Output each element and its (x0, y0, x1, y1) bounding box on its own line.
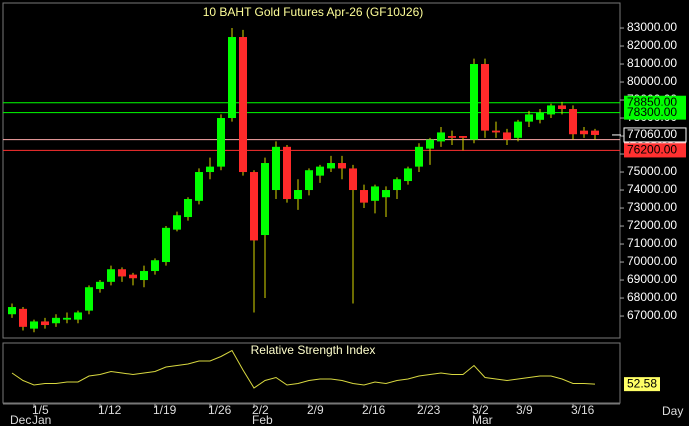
y-tick-label: 82000.00 (627, 38, 677, 52)
candle-body (393, 179, 401, 191)
x-tick-label: 2/9 (307, 403, 324, 417)
candle-body (41, 321, 49, 326)
level-label: 78300.00 (627, 105, 677, 119)
candle-body (30, 321, 38, 329)
candle-body (514, 121, 522, 138)
month-label: Jan (32, 413, 51, 426)
x-tick-label: 3/16 (571, 403, 595, 417)
candle-body (52, 317, 60, 324)
candle-body (327, 163, 335, 169)
y-tick-label: 70000.00 (627, 254, 677, 268)
y-tick-label: 80000.00 (627, 74, 677, 88)
level-label-bg (624, 105, 686, 120)
candle-body (195, 172, 203, 201)
candle-body (8, 307, 16, 315)
candle-body (283, 146, 291, 200)
last-label: 77060.00 (627, 127, 677, 141)
candle-body (547, 105, 555, 115)
month-label: Mar (472, 413, 493, 426)
candle-body (63, 317, 71, 320)
candle-body (184, 199, 192, 218)
candle-body (492, 130, 500, 133)
y-tick-label: 74000.00 (627, 182, 677, 196)
candle-body (536, 112, 544, 120)
candle-body (19, 308, 27, 327)
rsi-last-label: 52.58 (627, 376, 657, 390)
candle-body (272, 146, 280, 191)
x-tick-label: 2/2 (252, 403, 269, 417)
candle-body (129, 274, 137, 279)
candle-body (305, 170, 313, 191)
candle-body (96, 281, 104, 290)
y-tick-label: 75000.00 (627, 164, 677, 178)
y-tick-label: 72000.00 (627, 218, 677, 232)
y-tick-label: 83000.00 (627, 20, 677, 34)
candle-body (371, 186, 379, 201)
rsi-line (11, 349, 596, 389)
candle-body (250, 172, 258, 241)
candle-body (382, 190, 390, 198)
candle-body (239, 37, 247, 173)
candle-body (437, 132, 445, 142)
x-tick-label: 3/9 (516, 403, 533, 417)
last-label-bg (623, 127, 687, 143)
rsi-title: Relative Strength Index (251, 343, 376, 357)
candle-body (558, 105, 566, 110)
candle-body (569, 109, 577, 135)
rsi-last-bg (624, 377, 660, 392)
candle-body (173, 215, 181, 230)
candle-body (591, 130, 599, 135)
level-label: 76200.00 (627, 143, 677, 157)
x-tick-label: 2/16 (362, 403, 386, 417)
candle-body (85, 287, 93, 311)
candle-body (503, 132, 511, 140)
candle-body (316, 166, 324, 176)
candle-body (217, 118, 225, 167)
candle-body (107, 269, 115, 282)
x-tick-label: 2/23 (417, 403, 441, 417)
candle-body (415, 146, 423, 167)
x-tick-label: 1/26 (208, 403, 232, 417)
level-label-bg (624, 143, 686, 158)
candle-body (349, 168, 357, 191)
candle-body (162, 227, 170, 263)
candle-body (426, 139, 434, 149)
x-tick-label: 3/2 (472, 403, 489, 417)
x-tick-label: 1/12 (98, 403, 122, 417)
y-tick-label: 71000.00 (627, 236, 677, 250)
candle-body (404, 168, 412, 182)
candle-body (261, 163, 269, 236)
candle-body (228, 37, 236, 119)
candle-body (140, 271, 148, 281)
candle-body (448, 136, 456, 138)
y-tick-label: 67000.00 (627, 308, 677, 322)
candle-body (151, 260, 159, 272)
x-tick-label: 1/5 (32, 403, 49, 417)
candle-body (74, 312, 82, 320)
month-label: Feb (252, 413, 273, 426)
candle-body (118, 269, 126, 277)
y-tick-label: 68000.00 (627, 290, 677, 304)
candle-body (470, 64, 478, 140)
candle-body (360, 190, 368, 203)
candle-body (206, 166, 214, 173)
candle-body (525, 114, 533, 122)
candle-body (338, 163, 346, 169)
y-tick-label: 69000.00 (627, 272, 677, 286)
level-label: 78850.00 (627, 95, 677, 109)
candle-body (580, 130, 588, 135)
y-tick-label: 81000.00 (627, 56, 677, 70)
candle-body (481, 64, 489, 131)
candle-body (294, 190, 302, 200)
candle-body (459, 136, 467, 138)
y-tick-label: 73000.00 (627, 200, 677, 214)
chart-title: 10 BAHT Gold Futures Apr-26 (GF10J26) (203, 5, 424, 19)
x-axis-label: Day (662, 404, 683, 418)
x-tick-label: 1/19 (153, 403, 177, 417)
month-label: Dec (10, 413, 31, 426)
